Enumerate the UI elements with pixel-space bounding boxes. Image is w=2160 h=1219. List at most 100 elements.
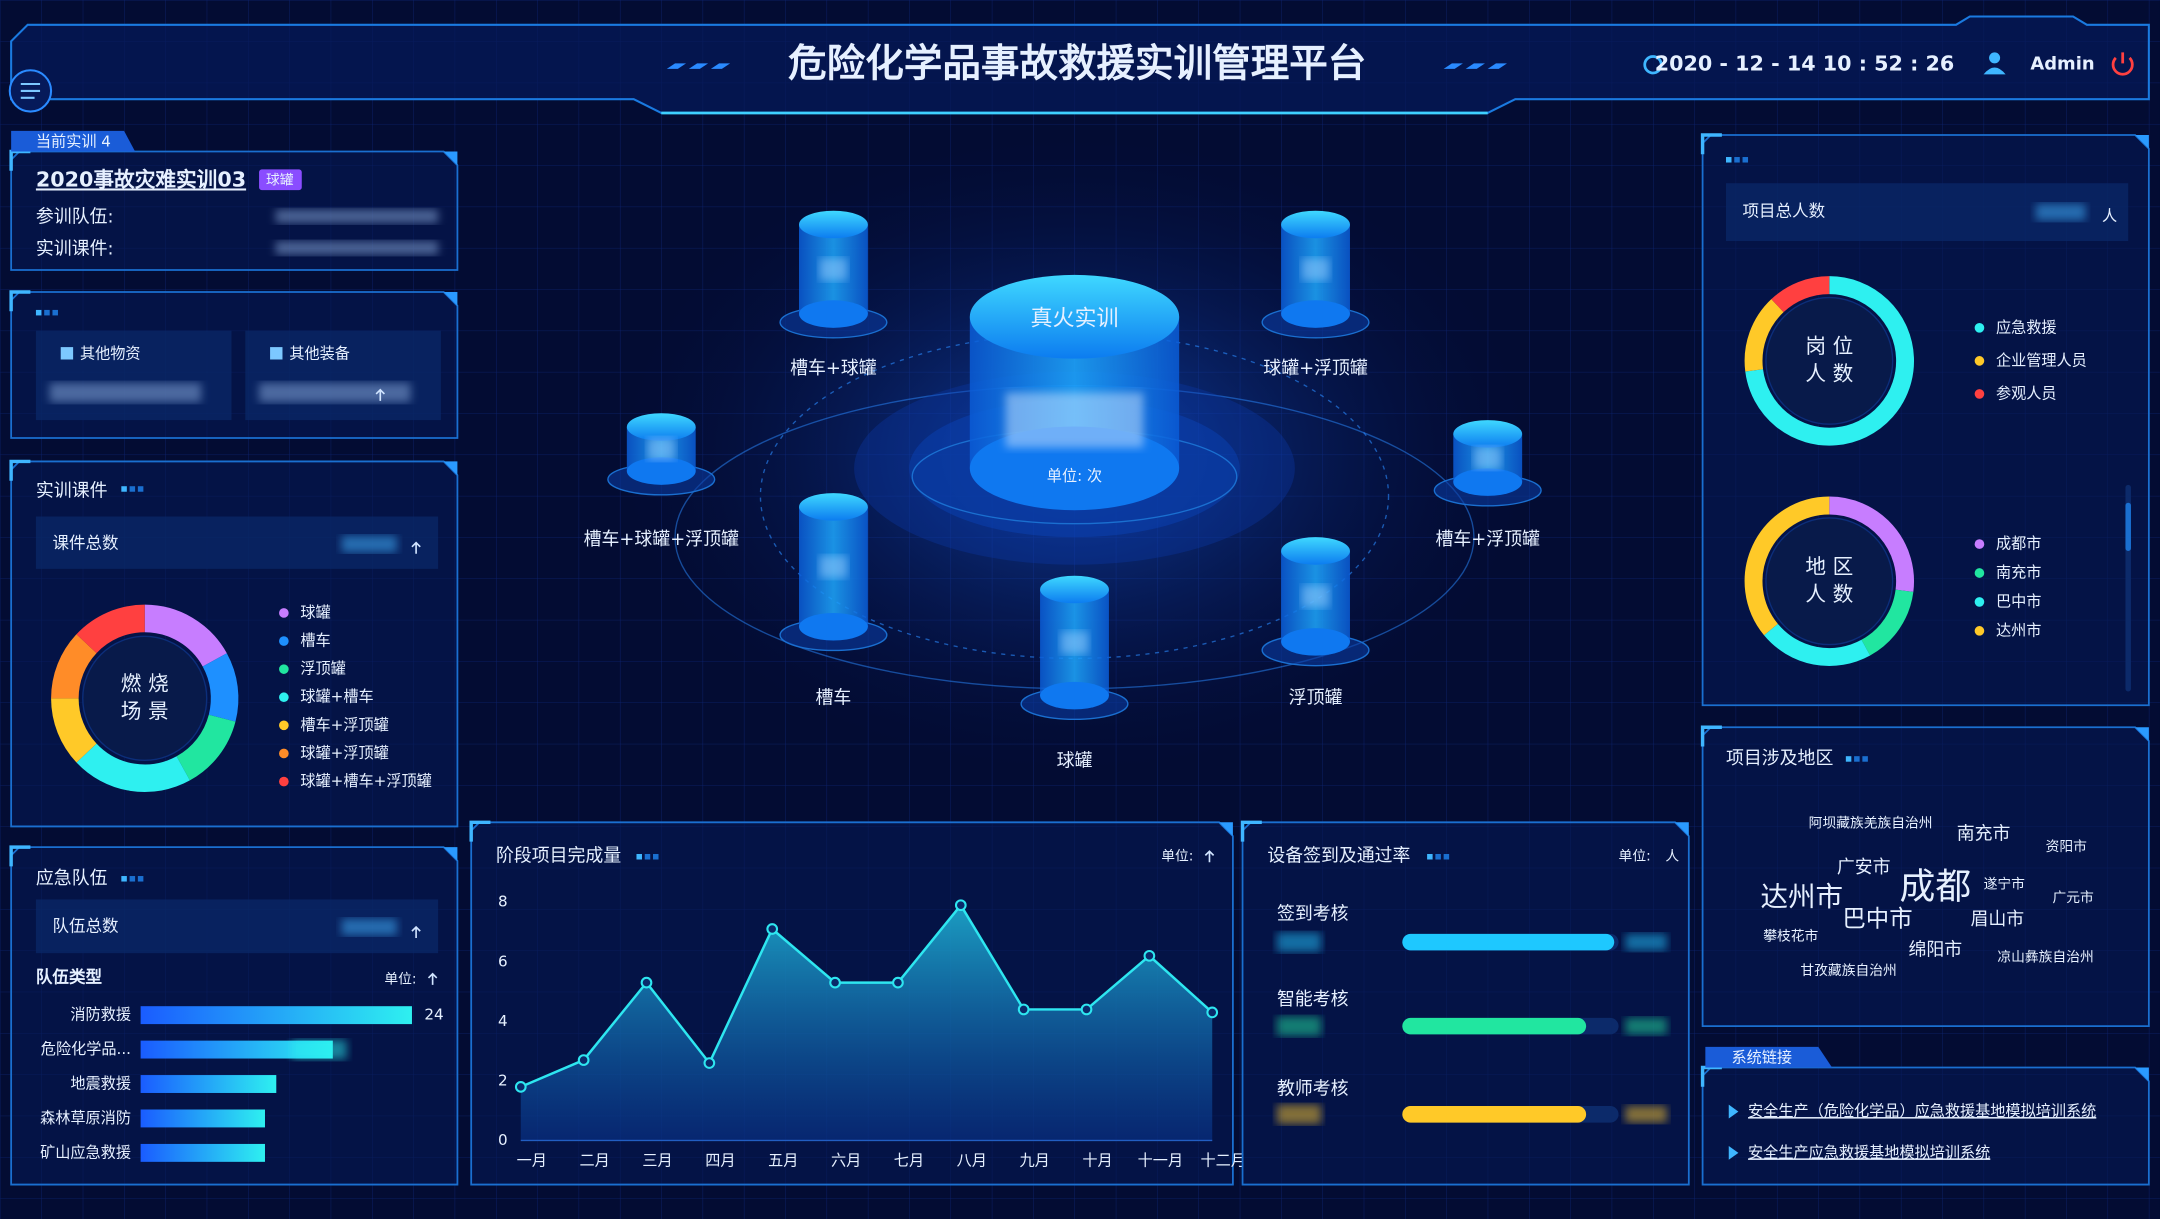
- region-word: 广元市: [2052, 889, 2094, 906]
- legend-label: 巴中市: [1996, 592, 2041, 610]
- legend-label: 球罐+浮顶罐: [300, 744, 388, 762]
- blurred-value: [1473, 446, 1502, 470]
- title-decor: [1427, 853, 1433, 860]
- x-tick-label: 六月: [831, 1152, 861, 1170]
- unit-label: 单位:: [1619, 849, 1651, 865]
- x-tick-label: 四月: [705, 1152, 735, 1170]
- donut-segment: [1745, 276, 1914, 446]
- user-name[interactable]: Admin: [2030, 54, 2094, 75]
- legend-dot: [279, 776, 289, 787]
- resource-card: [245, 330, 441, 421]
- region-word: 甘孜藏族自治州: [1800, 963, 1896, 979]
- bar-value: 24: [424, 1006, 443, 1024]
- donut-segment: [51, 697, 97, 763]
- bar-category: 消防救援: [70, 1006, 131, 1024]
- blurred-value: [292, 1039, 347, 1060]
- legend-label: 球罐+槽车: [300, 688, 373, 706]
- donut-segment: [202, 653, 239, 722]
- panel-title: 阶段项目完成量: [496, 846, 621, 867]
- node-cylinder-top: [1040, 575, 1109, 604]
- blurred-value: [1276, 1104, 1322, 1124]
- region-word: 眉山市: [1971, 909, 2025, 930]
- donut-center-label: 人 数: [1805, 362, 1853, 386]
- user-icon: [1989, 52, 2001, 64]
- blurred-value: [647, 438, 676, 461]
- legend-label: 槽车: [300, 632, 330, 650]
- region-word: 广安市: [1837, 857, 1891, 878]
- training-name[interactable]: 2020事故灾难实训03: [36, 167, 246, 191]
- point: [514, 1081, 527, 1093]
- tag-label: 当前实训 4: [36, 132, 111, 150]
- point: [954, 899, 967, 912]
- unit-label: 单位:: [384, 971, 416, 987]
- legend-label: 达州市: [1996, 621, 2041, 639]
- donut-segment: [1829, 496, 1914, 592]
- node-label: 槽车+球罐+浮顶罐: [584, 529, 739, 550]
- legend-label: 浮顶罐: [300, 660, 345, 678]
- link-bullet: [1728, 1145, 1739, 1160]
- bar-category: 危险化学品...: [41, 1040, 131, 1058]
- title-decor: [121, 876, 127, 882]
- y-tick-label: 2: [498, 1071, 508, 1089]
- blurred-value: [1301, 258, 1330, 281]
- x-tick-label: 一月: [517, 1152, 547, 1170]
- title-decor: [1845, 756, 1852, 762]
- system-link[interactable]: 安全生产（危险化学品）应急救援基地模拟培训系统: [1748, 1102, 2096, 1120]
- section-label: 队伍类型: [36, 966, 103, 986]
- donut-segment: [1764, 623, 1871, 666]
- donut-segment: [76, 743, 190, 792]
- center-title: 真火实训: [1030, 307, 1118, 332]
- title-decor: [35, 309, 42, 316]
- donut-segment: [76, 604, 146, 654]
- page-title: 危险化学品事故救援实训管理平台: [788, 42, 1366, 87]
- title-decor-right: [1443, 63, 1507, 69]
- resource-icon: [60, 347, 74, 360]
- blurred-value: [819, 555, 848, 578]
- legend-dot: [279, 720, 289, 731]
- personnel-panel-corner-l: [1700, 133, 1722, 155]
- y-tick-label: 4: [498, 1012, 508, 1030]
- system-link[interactable]: 安全生产应急救援基地模拟培训系统: [1748, 1143, 1990, 1161]
- donut-center: [1765, 296, 1894, 425]
- legend-dot: [279, 748, 289, 759]
- progress-label: 教师考核: [1277, 1079, 1349, 1100]
- legend-label: 参观人员: [1996, 384, 2057, 402]
- region-word: 巴中市: [1842, 905, 1912, 933]
- point: [892, 976, 904, 989]
- blurred-value: [1301, 585, 1330, 608]
- node-cylinder-bottom: [1040, 681, 1109, 710]
- bar: [140, 1040, 333, 1059]
- region-word: 资阳市: [2046, 838, 2088, 855]
- region-word: 凉山彝族自治州: [1997, 949, 2093, 965]
- region-word: 达州市: [1760, 881, 1843, 913]
- point: [1206, 1006, 1219, 1019]
- line-chart-panel-corner-l: [469, 820, 491, 842]
- donut-center-label: 岗 位: [1805, 334, 1853, 358]
- legend-dot: [1974, 597, 1985, 607]
- blurred-value: [1005, 392, 1144, 448]
- links-panel: [1701, 1066, 2150, 1186]
- current-training-panel-corner-l: [9, 149, 31, 171]
- title-decor: [1742, 157, 1749, 163]
- title-decor: [137, 876, 144, 882]
- total-label: 队伍总数: [52, 916, 119, 935]
- link-bullet: [1728, 1104, 1739, 1119]
- point: [766, 923, 779, 935]
- x-tick-label: 十一月: [1138, 1152, 1183, 1170]
- personnel-panel-corner: [2135, 134, 2149, 149]
- region-word: 阿坝藏族羌族自治州: [1809, 816, 1933, 832]
- node-label: 浮顶罐: [1289, 687, 1343, 708]
- donut-segment: [1861, 589, 1914, 656]
- point: [1017, 1003, 1030, 1016]
- header-frame: [10, 15, 2150, 114]
- title-decor: [44, 309, 50, 316]
- power-button[interactable]: [2111, 52, 2134, 76]
- title-decor: [1862, 756, 1868, 762]
- y-tick-label: 0: [498, 1131, 508, 1149]
- tag-bg: [1705, 1046, 1833, 1068]
- region-word: 遂宁市: [1984, 875, 2026, 892]
- blurred-value: [341, 918, 397, 936]
- x-tick-label: 七月: [894, 1152, 924, 1170]
- donut-center: [1765, 517, 1894, 646]
